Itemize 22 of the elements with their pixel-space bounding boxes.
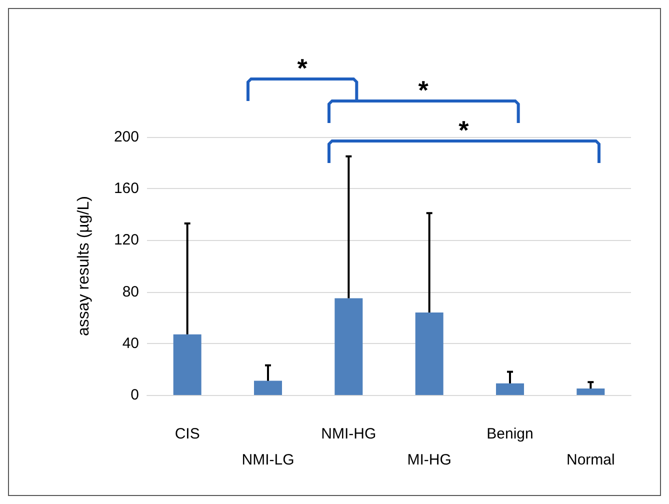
x-tick-label: NMI-LG — [242, 452, 294, 468]
y-tick-label: 40 — [122, 334, 139, 352]
bar — [173, 334, 202, 395]
x-tick-label: NMI-HG — [321, 426, 376, 442]
annotation: * — [458, 115, 470, 145]
bar — [334, 298, 363, 395]
text: * — [418, 75, 430, 105]
y-tick-label: 120 — [114, 232, 139, 249]
text: * — [297, 53, 308, 83]
y-tick-label: 200 — [114, 128, 139, 146]
y-tick-label: 0 — [130, 386, 139, 404]
x-tick-label: CIS — [174, 426, 200, 442]
bar — [576, 388, 605, 395]
x-tick-label: Normal — [566, 452, 615, 468]
bar — [496, 383, 524, 395]
bar — [415, 312, 444, 395]
bar — [254, 380, 282, 395]
x-tick-label: Benign — [486, 426, 534, 442]
x-tick-label: MI-HG — [407, 452, 452, 468]
y-tick-label: 160 — [114, 180, 139, 198]
y-axis-title: assay results (µg/L) — [76, 196, 92, 336]
y-tick-label: 80 — [122, 283, 139, 300]
